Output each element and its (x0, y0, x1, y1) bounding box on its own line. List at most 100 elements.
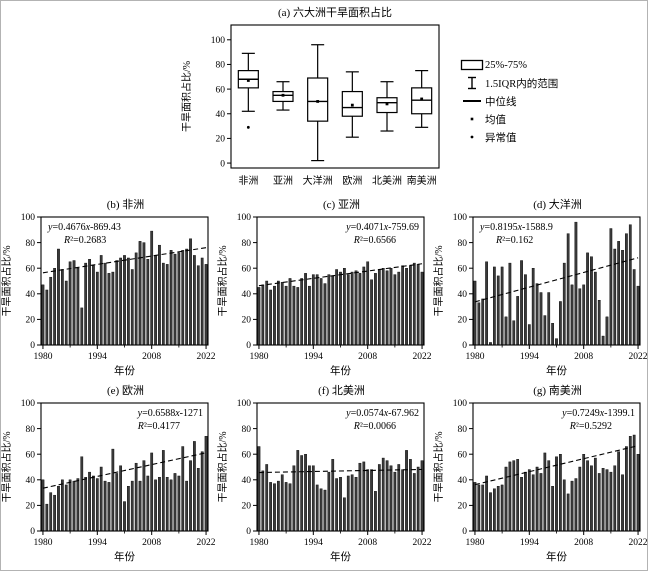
svg-text:2008: 2008 (142, 538, 161, 548)
svg-text:年份: 年份 (114, 550, 135, 563)
svg-text:2022: 2022 (413, 538, 431, 548)
svg-text:1994: 1994 (520, 352, 539, 362)
south-america-bar-chart-canvas: 0 20 40 60 80 100 1980 1994 2008 2022 y=0.7249x-13… (433, 399, 647, 563)
svg-text:100: 100 (211, 36, 226, 46)
svg-text:南美洲: 南美洲 (407, 174, 437, 187)
svg-text:2022: 2022 (629, 538, 647, 548)
panel-south-america: (g) 南美洲 0 20 40 60 80 100 1980 1994 2008 2022 y=0.… (433, 384, 647, 566)
svg-text:干旱面积占比/%: 干旱面积占比/% (433, 431, 445, 502)
svg-text:2008: 2008 (358, 352, 377, 362)
svg-text:2008: 2008 (358, 538, 377, 548)
asia-bar-chart-canvas: 0 20 40 60 80 100 1980 1994 2008 2022 y=0.4071x-75… (217, 213, 431, 377)
svg-text:R²=0.2683: R²=0.2683 (63, 235, 106, 246)
svg-text:20: 20 (242, 502, 252, 512)
boxplot-title: (a) 六大洲干旱面积占比 (278, 7, 392, 19)
svg-text:年份: 年份 (330, 364, 351, 377)
legend-label-outlier: 异常值 (485, 132, 517, 144)
svg-text:R²=0.0066: R²=0.0066 (353, 421, 396, 432)
box-icon (459, 59, 485, 71)
svg-text:100: 100 (21, 399, 36, 409)
legend-item-outlier: 异常值 (459, 128, 558, 146)
svg-text:y=0.0574x-67.962: y=0.0574x-67.962 (345, 408, 419, 419)
svg-text:2022: 2022 (197, 352, 215, 362)
svg-text:0: 0 (220, 159, 225, 169)
europe-title: (e) 欧洲 (107, 385, 144, 397)
svg-text:2008: 2008 (574, 538, 593, 548)
svg-text:100: 100 (453, 399, 468, 409)
svg-text:40: 40 (458, 290, 468, 300)
svg-text:y=0.7249x-1399.1: y=0.7249x-1399.1 (561, 408, 635, 419)
svg-text:80: 80 (26, 425, 36, 435)
panel-oceania: (d) 大洋洲 0 20 40 60 80 100 1980 1994 2008 2022 y=0.… (433, 198, 647, 380)
svg-text:年份: 年份 (546, 550, 567, 563)
svg-text:80: 80 (26, 239, 36, 249)
svg-text:2022: 2022 (197, 538, 215, 548)
svg-text:1994: 1994 (304, 538, 323, 548)
svg-text:20: 20 (216, 135, 226, 145)
legend-item-median: 中位线 (459, 92, 558, 110)
whisker-icon (459, 75, 485, 91)
svg-text:0: 0 (246, 341, 251, 351)
bar-charts-grid: (b) 非洲 0 20 40 60 80 100 1980 1994 2008 2022 y=0.4… (1, 198, 647, 566)
south-america-title: (g) 南美洲 (533, 385, 582, 397)
svg-text:80: 80 (458, 239, 468, 249)
panel-asia: (c) 亚洲 0 20 40 60 80 100 1980 1994 2008 2022 y=0.4… (217, 198, 433, 380)
svg-text:40: 40 (26, 290, 36, 300)
svg-text:60: 60 (458, 450, 468, 460)
svg-text:20: 20 (242, 316, 252, 326)
svg-text:亚洲: 亚洲 (273, 175, 293, 187)
svg-text:欧洲: 欧洲 (342, 175, 362, 187)
north-america-bar-chart-canvas: 0 20 40 60 80 100 1980 1994 2008 2022 y=0.0574x-67… (217, 399, 431, 563)
svg-text:1980: 1980 (249, 538, 268, 548)
svg-text:40: 40 (458, 476, 468, 486)
svg-text:R²=0.5292: R²=0.5292 (569, 421, 612, 432)
svg-text:1980: 1980 (249, 352, 268, 362)
svg-text:2008: 2008 (574, 352, 593, 362)
svg-text:1994: 1994 (88, 352, 107, 362)
svg-text:40: 40 (26, 476, 36, 486)
panel-europe: (e) 欧洲 0 20 40 60 80 100 1980 1994 2008 2022 y=0.6… (1, 384, 217, 566)
legend-label-box-range: 25%-75% (485, 59, 527, 71)
svg-text:年份: 年份 (114, 364, 135, 377)
svg-text:干旱面积占比/%: 干旱面积占比/% (217, 431, 229, 502)
svg-text:R²=0.6566: R²=0.6566 (353, 235, 396, 246)
svg-text:大洋洲: 大洋洲 (303, 174, 333, 187)
svg-text:60: 60 (216, 85, 226, 95)
svg-text:年份: 年份 (330, 550, 351, 563)
svg-text:0: 0 (462, 341, 467, 351)
panel-north-america: (f) 北美洲 0 20 40 60 80 100 1980 1994 2008 2022 y=0.… (217, 384, 433, 566)
legend-label-median: 中位线 (485, 96, 517, 108)
svg-text:年份: 年份 (546, 364, 567, 377)
svg-text:y=0.6588x-1271: y=0.6588x-1271 (137, 408, 203, 419)
svg-text:20: 20 (458, 502, 468, 512)
svg-text:0: 0 (246, 527, 251, 537)
svg-text:60: 60 (26, 264, 36, 274)
asia-title: (c) 亚洲 (323, 199, 360, 211)
svg-text:北美洲: 北美洲 (372, 174, 402, 187)
svg-text:干旱面积占比/%: 干旱面积占比/% (217, 245, 229, 316)
svg-text:80: 80 (242, 425, 252, 435)
svg-text:60: 60 (458, 264, 468, 274)
legend-item-box-range: 25%-75% (459, 56, 558, 74)
svg-text:20: 20 (26, 316, 36, 326)
outlier-dot-icon (459, 133, 485, 141)
svg-text:80: 80 (458, 425, 468, 435)
boxplot-panel: (a) 六大洲干旱面积占比 0 20 40 60 80 100 非洲 亚洲 大洋洲 欧洲 北美洲 南美… (179, 6, 447, 196)
legend-label-mean: 均值 (485, 114, 506, 126)
mean-dot-icon (459, 115, 485, 123)
svg-text:1994: 1994 (88, 538, 107, 548)
africa-bar-chart-canvas: 0 20 40 60 80 100 1980 1994 2008 2022 y=0.4676x-86… (1, 213, 215, 377)
svg-text:y=0.4676x-869.43: y=0.4676x-869.43 (47, 222, 121, 233)
svg-text:y=0.4071x-759.69: y=0.4071x-759.69 (345, 222, 419, 233)
oceania-title: (d) 大洋洲 (533, 199, 582, 211)
svg-text:1994: 1994 (520, 538, 539, 548)
median-line-icon (459, 98, 485, 104)
oceania-bar-chart-canvas: 0 20 40 60 80 100 1980 1994 2008 2022 y=0.8195x-15… (433, 213, 647, 377)
svg-text:40: 40 (242, 290, 252, 300)
svg-text:2008: 2008 (142, 352, 161, 362)
svg-text:干旱面积占比/%: 干旱面积占比/% (433, 245, 445, 316)
svg-text:1980: 1980 (33, 352, 52, 362)
svg-text:40: 40 (242, 476, 252, 486)
svg-text:60: 60 (242, 450, 252, 460)
